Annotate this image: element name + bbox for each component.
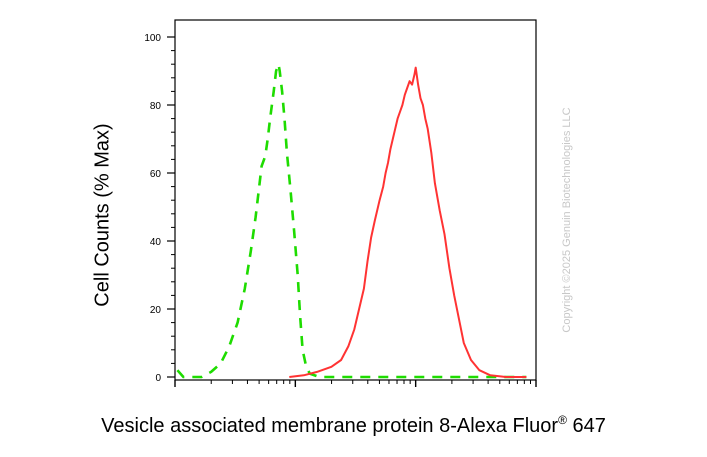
y-axis-ticks: 0 20 40 60 80 100: [144, 33, 175, 384]
series-line-1: [176, 62, 527, 379]
series-layer: [176, 62, 527, 379]
x-axis-ticks: [174, 380, 537, 387]
y-tick-label: 80: [150, 101, 162, 112]
series-line-2: [289, 66, 527, 378]
y-tick-label: 100: [144, 33, 161, 44]
y-tick-label: 40: [150, 237, 162, 248]
y-tick-label: 20: [150, 305, 162, 316]
y-tick-label: 0: [155, 373, 161, 384]
y-tick-label: 60: [150, 169, 162, 180]
x-axis-label: Vesicle associated membrane protein 8-Al…: [101, 413, 606, 437]
